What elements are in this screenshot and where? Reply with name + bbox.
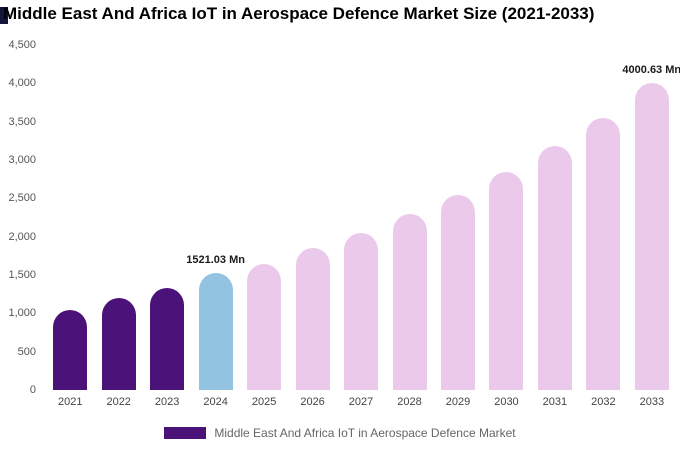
bar-2024 — [198, 273, 233, 390]
bar-2025 — [247, 263, 282, 390]
x-tick-label: 2024 — [203, 396, 228, 408]
x-tick-label: 2027 — [348, 396, 374, 408]
y-axis: 0 500 1,000 1,500 2,000 2,500 3,000 3,500 4,000 4… — [0, 39, 40, 396]
bar-column — [288, 45, 336, 390]
y-tick-label: 1,500 — [8, 269, 36, 281]
bar-column — [240, 45, 288, 390]
bar-column — [579, 45, 627, 390]
x-tick-label: 2023 — [154, 396, 180, 408]
chart-title: Middle East And Africa IoT in Aerospace … — [3, 4, 595, 23]
bar-2026 — [295, 248, 330, 390]
x-axis: 2021 2022 2023 2024 2025 2026 2027 2028 2029 2030… — [46, 396, 676, 408]
bar-2030 — [489, 171, 524, 390]
x-tick-label: 2030 — [494, 396, 519, 408]
bar-2023 — [150, 288, 185, 390]
legend-swatch — [164, 427, 207, 439]
x-tick-label: 2021 — [57, 396, 83, 408]
legend-label: Middle East And Africa IoT in Aerospace … — [214, 426, 516, 440]
x-tick-label: 2028 — [397, 396, 422, 408]
bar-2031 — [537, 146, 572, 390]
bar-column — [191, 45, 239, 390]
bar-column — [531, 45, 579, 390]
y-tick-label: 1,000 — [8, 307, 36, 320]
legend: Middle East And Africa IoT in Aerospace … — [0, 426, 680, 440]
bar-2033 — [634, 83, 669, 390]
bar-column — [46, 45, 94, 390]
y-tick-label: 2,000 — [8, 230, 36, 243]
x-tick-label: 2031 — [542, 396, 568, 408]
data-label: 1521.03 Mn — [186, 254, 245, 267]
bar-2027 — [344, 232, 379, 390]
y-tick-label: 0 — [29, 384, 36, 396]
x-tick-label: 2032 — [591, 396, 616, 408]
bars — [46, 45, 676, 390]
x-tick-label: 2033 — [639, 396, 665, 408]
y-tick-label: 3,500 — [8, 115, 36, 128]
bar-column — [434, 45, 482, 390]
y-tick-label: 500 — [17, 345, 36, 358]
bar-2032 — [586, 117, 621, 390]
y-tick-label: 3,000 — [8, 154, 36, 166]
bar-2028 — [392, 213, 427, 390]
bar-2029 — [440, 194, 475, 390]
bar-column — [94, 45, 142, 390]
y-tick-label: 4,000 — [8, 77, 36, 90]
title-marker — [0, 7, 8, 24]
y-tick-label: 2,500 — [8, 192, 36, 205]
bar-column — [628, 45, 676, 390]
x-tick-label: 2022 — [106, 396, 131, 408]
bar-2021 — [53, 309, 88, 390]
bar-column — [143, 45, 191, 390]
x-tick-label: 2025 — [251, 396, 277, 408]
data-label: 4000.63 Mn — [622, 64, 680, 77]
bar-column — [385, 45, 433, 390]
bar-2022 — [101, 298, 136, 390]
x-tick-label: 2029 — [445, 396, 471, 408]
bar-column — [482, 45, 530, 390]
x-tick-label: 2026 — [300, 396, 325, 408]
plot-area: 1521.03 Mn 4000.63 Mn — [46, 45, 680, 390]
bar-column — [337, 45, 385, 390]
y-tick-label: 4,500 — [8, 39, 36, 51]
